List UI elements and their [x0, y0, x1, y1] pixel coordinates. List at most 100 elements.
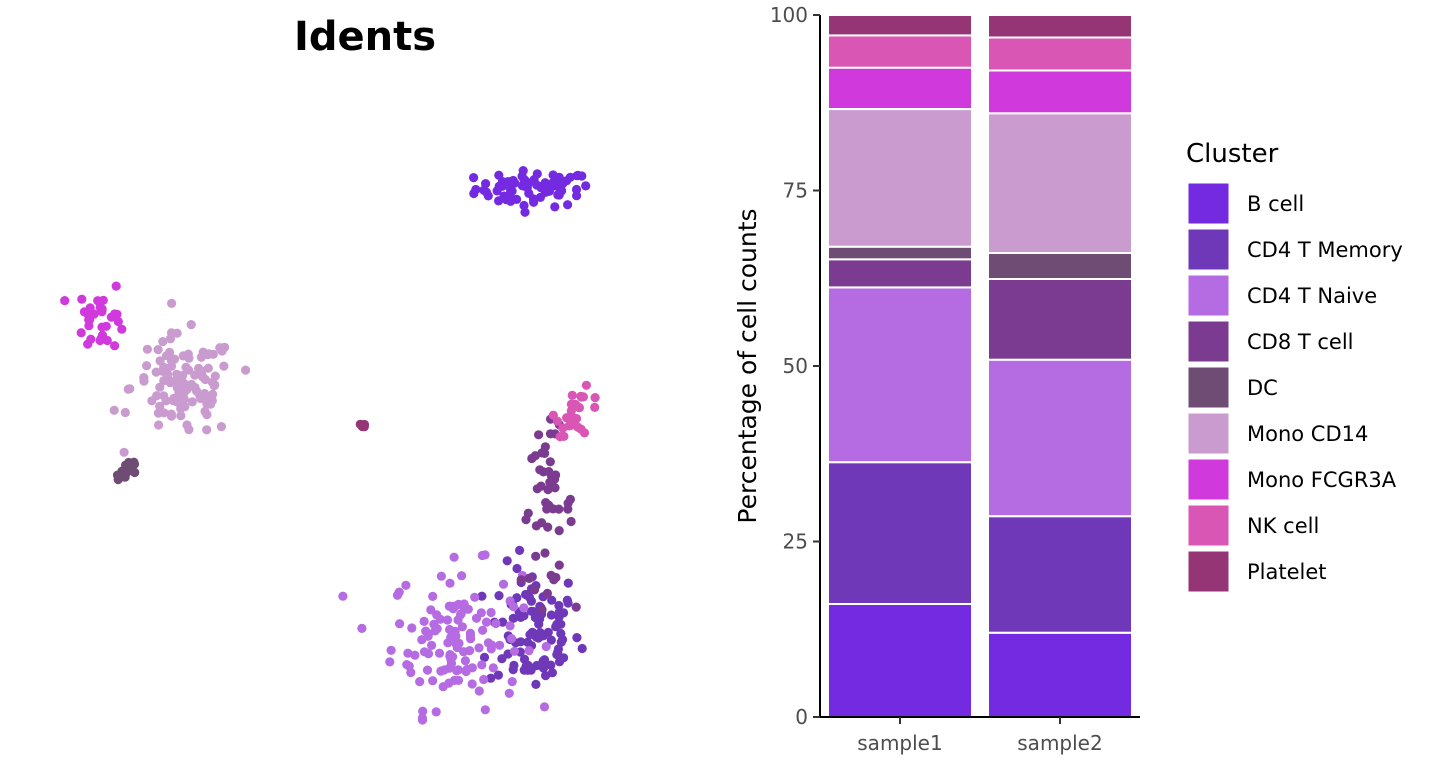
bar-segment-cd8-t-cell-sample2 [987, 278, 1133, 361]
scatter-point [527, 453, 537, 464]
scatter-point [537, 605, 547, 615]
scatter-point [176, 411, 186, 421]
scatter-point [457, 571, 467, 581]
scatter-point [563, 578, 573, 588]
scatter-point [119, 447, 129, 457]
bar-segment-cd4-t-naive-sample2 [987, 358, 1133, 518]
scatter-point [454, 599, 464, 610]
x-axis: sample1 sample2 [820, 716, 1140, 755]
scatter-point [505, 621, 515, 631]
scatter-point [577, 643, 587, 654]
legend-item-mono-cd14: Mono CD14 [1187, 412, 1368, 455]
scatter-point [474, 643, 484, 653]
scatter-point [467, 679, 477, 689]
scatter-point [457, 622, 467, 632]
scatter-point [546, 610, 557, 620]
y-tick-label: 0 [795, 705, 808, 729]
scatter-point [169, 354, 180, 364]
scatter-point [524, 646, 534, 656]
scatter-point [507, 677, 517, 687]
scatter-point [419, 616, 429, 627]
scatter-point [428, 591, 438, 602]
legend-swatch [1187, 182, 1230, 225]
scatter-point [202, 410, 212, 420]
scatter-point [488, 663, 498, 673]
scatter-point [394, 587, 404, 597]
scatter-point [557, 635, 568, 645]
scatter-point [120, 407, 130, 418]
bar-segment-platelet-sample2 [987, 14, 1133, 39]
scatter-point [519, 200, 529, 211]
scatter-point [386, 645, 396, 655]
scatter-point [554, 612, 564, 622]
scatter-point [554, 526, 564, 536]
scatter-point [529, 197, 539, 207]
scatter-point [219, 361, 229, 371]
scatter-point [186, 379, 197, 389]
scatter-point [202, 425, 212, 435]
scatter-point [470, 592, 480, 602]
scatter-point [60, 296, 70, 306]
scatter-point [579, 428, 590, 438]
scatter-point [480, 550, 490, 560]
scatter-point [159, 376, 169, 386]
scatter-points [60, 166, 600, 725]
scatter-point [167, 298, 177, 308]
scatter-point [217, 346, 227, 356]
legend-item-cd4-t-naive: CD4 T Naive [1187, 274, 1377, 317]
scatter-point [453, 675, 464, 686]
scatter-point [554, 560, 564, 570]
scatter-point [562, 595, 572, 605]
legend-items: B cell CD4 T Memory CD4 T Naive CD8 T cell D… [1187, 182, 1403, 593]
legend-swatch [1187, 366, 1230, 409]
legend-item-dc: DC [1187, 366, 1278, 409]
scatter-point [534, 430, 544, 440]
scatter-point [516, 612, 526, 623]
scatter-point [106, 312, 116, 322]
scatter-point [554, 172, 564, 182]
scatter-point [117, 324, 127, 334]
scatter-point [190, 370, 200, 380]
scatter-point [537, 448, 547, 458]
scatter-point [444, 601, 454, 611]
scatter-point [198, 347, 208, 357]
scatter-point [113, 317, 123, 327]
umap-scatter-panel: Idents [60, 14, 600, 725]
scatter-point [566, 420, 576, 430]
scatter-point [158, 337, 168, 347]
scatter-point [512, 563, 522, 574]
legend-swatch [1187, 550, 1230, 593]
scatter-point [493, 670, 503, 680]
scatter-point [474, 686, 484, 696]
y-axis-title: Percentage of cell counts [733, 208, 762, 523]
scatter-point [95, 335, 105, 346]
scatter-point [208, 389, 218, 399]
legend-swatch [1187, 274, 1230, 317]
scatter-point [206, 399, 216, 409]
scatter-point [508, 613, 518, 624]
scatter-point [465, 628, 475, 638]
scatter-point [551, 470, 561, 480]
scatter-point [241, 365, 251, 375]
scatter-point [200, 374, 210, 385]
scatter-point [529, 585, 540, 595]
scatter-point [162, 351, 172, 361]
scatter-point [492, 186, 502, 196]
scatter-point [463, 604, 473, 614]
scatter-point [543, 522, 553, 532]
cluster-nk-cell [548, 380, 600, 442]
legend-item-mono-fcgr3a: Mono FCGR3A [1187, 458, 1397, 501]
scatter-point [403, 648, 413, 658]
scatter-point [531, 679, 541, 690]
scatter-point [476, 608, 486, 618]
bar-segment-b-cell-sample1 [827, 603, 973, 718]
scatter-point [471, 184, 481, 195]
scatter-point [142, 344, 152, 354]
scatter-point [550, 202, 560, 212]
scatter-point [558, 423, 568, 433]
bar-segment-cd4-t-memory-sample1 [827, 461, 973, 606]
legend-title: Cluster [1186, 139, 1279, 169]
scatter-point [86, 334, 96, 344]
scatter-point [543, 485, 553, 495]
y-tick-label: 25 [783, 530, 808, 554]
